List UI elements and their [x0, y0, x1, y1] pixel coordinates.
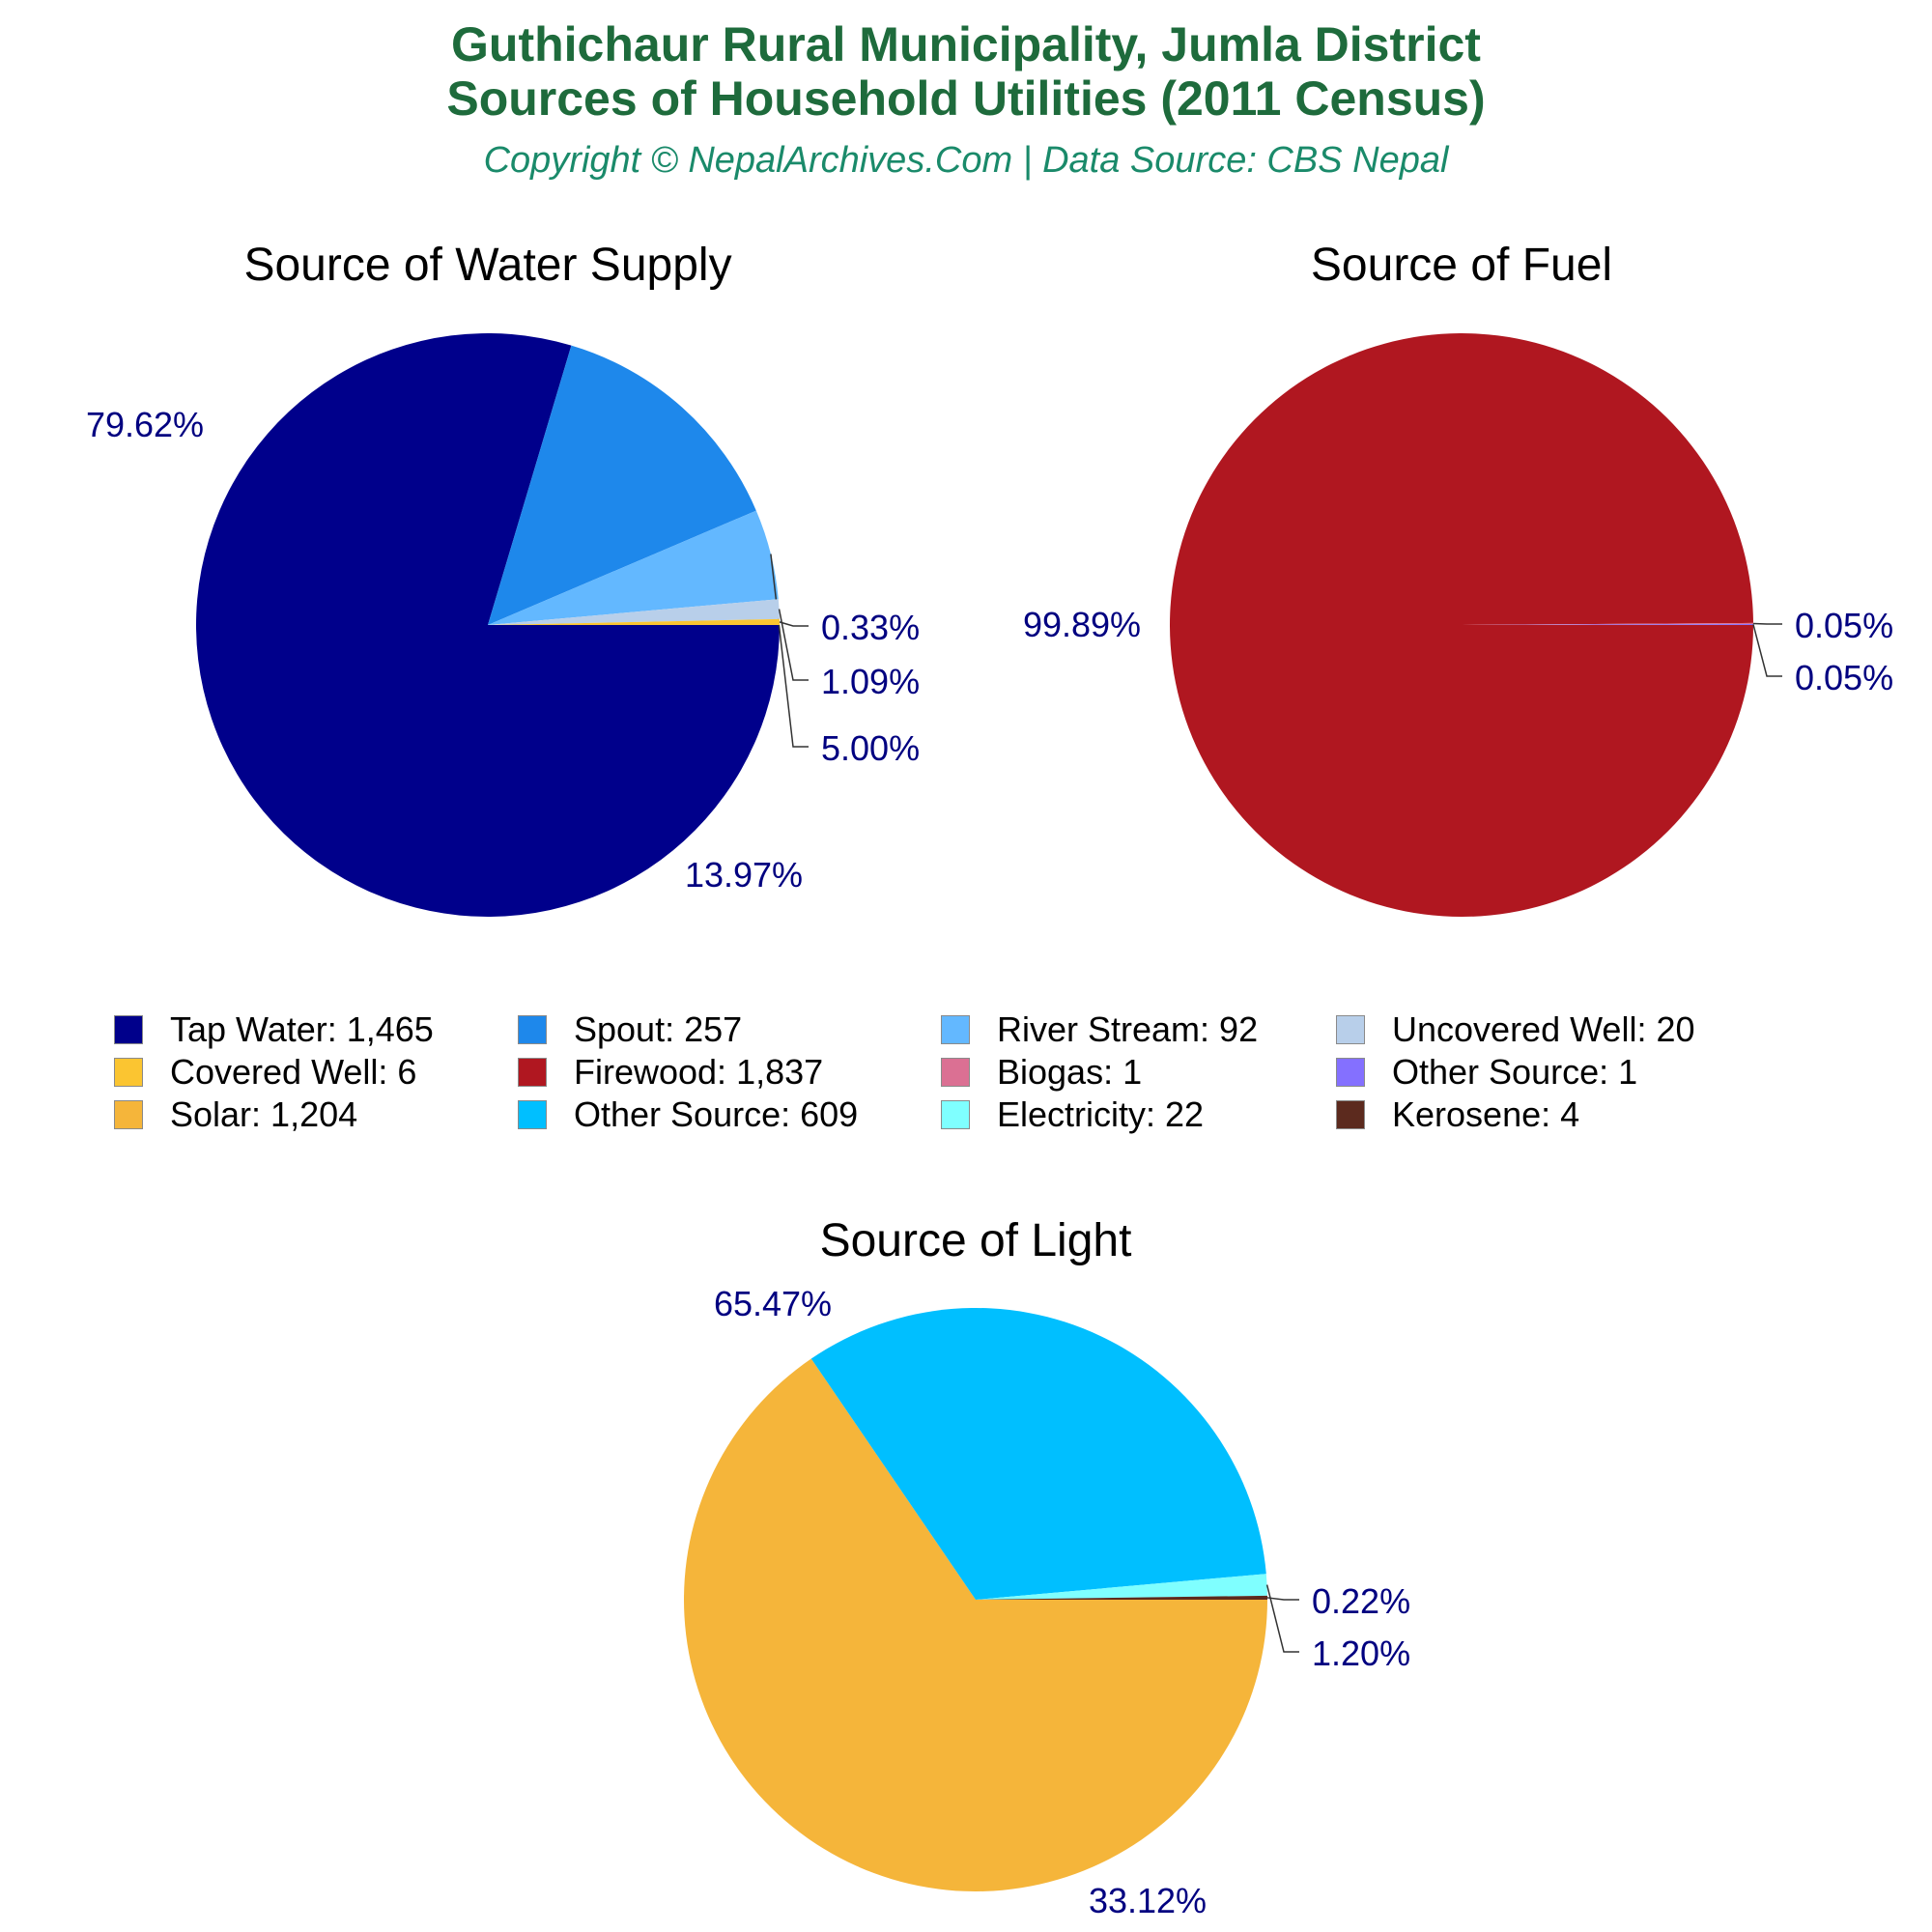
legend-swatch: [518, 1100, 547, 1129]
legend-label: Solar: 1,204: [170, 1094, 358, 1134]
legend-swatch: [1336, 1015, 1365, 1044]
legend-label: Spout: 257: [574, 1009, 743, 1049]
chart-title: Source of Light: [820, 1215, 1132, 1266]
title-line-1: Guthichaur Rural Municipality, Jumla Dis…: [451, 17, 1481, 71]
leader-line: [1752, 622, 1782, 625]
legend-item: Biogas: 1: [941, 1052, 1143, 1092]
pie-slice-electricity: [976, 1574, 1267, 1600]
percent-label: 99.89%: [1023, 605, 1141, 644]
leader-line: [1265, 1584, 1299, 1653]
percent-label: 1.09%: [821, 662, 920, 701]
pie-slice-biogas: [1462, 622, 1753, 625]
legend-swatch: [941, 1015, 970, 1044]
chart-title: Source of Water Supply: [243, 240, 731, 291]
percent-label: 0.33%: [821, 608, 920, 647]
percent-label: 33.12%: [1089, 1881, 1207, 1920]
percent-label: 0.05%: [1795, 606, 1893, 645]
pie-chart-2: Source of Fuel 99.89% 0.05% 0.05%: [1023, 240, 1893, 918]
pie-slice-other-source: [810, 1308, 1266, 1600]
pie-slice-river-stream: [488, 510, 779, 625]
percent-label: 13.97%: [685, 855, 803, 895]
pie-slice-uncovered-well: [488, 599, 780, 625]
leader-line: [1752, 624, 1782, 677]
pie-chart-3: Source of Light 65.47% 33.12% 1.20% 0.22%: [684, 1215, 1410, 1920]
legend-swatch: [114, 1100, 143, 1129]
percent-label: 79.62%: [86, 405, 204, 444]
leader-line: [1266, 1597, 1299, 1601]
legend-item: Uncovered Well: 20: [1336, 1009, 1695, 1049]
legend-item: Solar: 1,204: [114, 1094, 358, 1134]
legend-label: Biogas: 1: [997, 1052, 1143, 1092]
percent-label: 1.20%: [1312, 1634, 1410, 1673]
header: Guthichaur Rural Municipality, Jumla Dis…: [0, 0, 1932, 182]
legend-label: Firewood: 1,837: [574, 1052, 824, 1092]
legend-item: Electricity: 22: [941, 1094, 1205, 1134]
percent-label: 65.47%: [714, 1284, 832, 1323]
legend-item: Other Source: 609: [518, 1094, 859, 1134]
legend-item: Covered Well: 6: [114, 1052, 417, 1092]
pie-slice-covered-well: [488, 618, 780, 625]
pie-slice-firewood: [1170, 333, 1753, 918]
subtitle: Copyright © NepalArchives.Com | Data Sou…: [483, 140, 1449, 181]
legend-label: Tap Water: 1,465: [170, 1009, 434, 1049]
legend-item: Other Source: 1: [1336, 1052, 1638, 1092]
leader-line: [779, 621, 809, 627]
pie-chart-1: Source of Water Supply 79.62% 13.97% 5.00% 1…: [86, 240, 920, 917]
pie-slice-kerosene: [976, 1595, 1267, 1600]
legend-label: Covered Well: 6: [170, 1052, 417, 1092]
pie-slice-solar: [684, 1358, 1267, 1891]
percent-label: 5.00%: [821, 728, 920, 768]
legend-swatch: [114, 1058, 143, 1087]
legend-label: Other Source: 609: [574, 1094, 859, 1134]
legend-swatch: [518, 1058, 547, 1087]
legend-item: Kerosene: 4: [1336, 1094, 1580, 1134]
title-line-2: Sources of Household Utilities (2011 Cen…: [446, 71, 1486, 126]
percent-label: 0.05%: [1795, 658, 1893, 697]
pie-slice-spout: [488, 345, 756, 625]
legend-swatch: [518, 1015, 547, 1044]
legend-swatch: [114, 1015, 143, 1044]
pie-slice-other-source: [1462, 623, 1753, 625]
legend-item: Spout: 257: [518, 1009, 743, 1049]
legend-item: Firewood: 1,837: [518, 1052, 824, 1092]
legend-swatch: [1336, 1058, 1365, 1087]
legend-label: Other Source: 1: [1392, 1052, 1638, 1092]
legend-label: Kerosene: 4: [1392, 1094, 1580, 1134]
legend-swatch: [941, 1058, 970, 1087]
legend-item: River Stream: 92: [941, 1009, 1259, 1049]
legend-label: Uncovered Well: 20: [1392, 1009, 1695, 1049]
legend-swatch: [1336, 1100, 1365, 1129]
legend-label: River Stream: 92: [997, 1009, 1259, 1049]
leader-line: [778, 609, 809, 681]
legend-label: Electricity: 22: [997, 1094, 1205, 1134]
legend-item: Tap Water: 1,465: [114, 1009, 434, 1049]
percent-label: 0.22%: [1312, 1581, 1410, 1621]
legend-swatch: [941, 1100, 970, 1129]
chart-title: Source of Fuel: [1311, 240, 1612, 291]
